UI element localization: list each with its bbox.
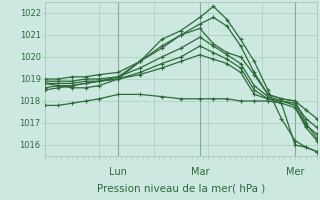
Text: Pression niveau de la mer( hPa ): Pression niveau de la mer( hPa ) <box>97 184 265 194</box>
Text: Lun: Lun <box>109 167 127 177</box>
Text: Mar: Mar <box>191 167 209 177</box>
Text: Mer: Mer <box>286 167 304 177</box>
